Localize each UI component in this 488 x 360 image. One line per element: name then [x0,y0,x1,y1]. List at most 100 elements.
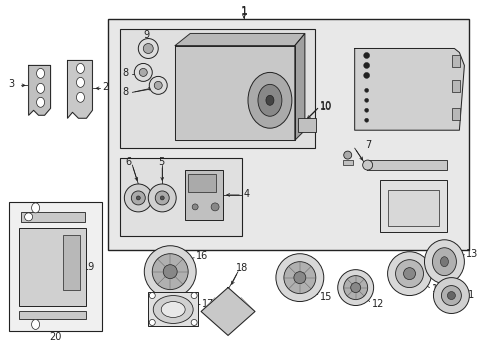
Bar [108,19,468,250]
Ellipse shape [37,97,44,107]
Ellipse shape [143,44,153,54]
Ellipse shape [364,88,368,92]
Bar [451,80,459,92]
Ellipse shape [363,53,369,58]
Bar [342,160,352,165]
Ellipse shape [124,184,152,212]
Ellipse shape [275,254,323,302]
Text: 10: 10 [319,101,331,111]
Text: 1: 1 [240,6,247,17]
Bar [451,108,459,120]
Ellipse shape [136,196,140,200]
Ellipse shape [134,63,152,81]
Text: 8: 8 [122,87,128,97]
Text: 3: 3 [9,79,15,89]
Ellipse shape [163,265,177,279]
Ellipse shape [432,278,468,314]
Ellipse shape [362,160,372,170]
Ellipse shape [153,296,193,323]
Bar [62,235,81,289]
Ellipse shape [32,203,40,213]
Text: 16: 16 [196,251,208,261]
Text: 6: 6 [125,157,131,167]
Ellipse shape [155,191,169,205]
Bar [367,160,447,170]
Ellipse shape [32,319,40,329]
Bar [19,311,86,319]
Text: 17: 17 [202,298,214,309]
Ellipse shape [37,68,44,78]
Ellipse shape [440,257,447,267]
Bar [188,174,216,192]
Ellipse shape [76,92,84,102]
Polygon shape [175,45,294,140]
Text: 20: 20 [49,332,61,342]
Ellipse shape [403,268,415,280]
Bar [9,202,102,332]
Text: 19: 19 [82,262,95,272]
Ellipse shape [350,283,360,293]
Text: 15: 15 [319,292,331,302]
Ellipse shape [191,319,197,325]
Text: 4: 4 [244,189,250,199]
Ellipse shape [192,204,198,210]
Bar [19,228,86,306]
Ellipse shape [363,62,369,68]
Bar [120,28,314,148]
Polygon shape [67,60,92,118]
Ellipse shape [387,252,430,296]
Polygon shape [294,33,304,140]
Ellipse shape [24,213,33,221]
Ellipse shape [154,81,162,89]
Ellipse shape [364,98,368,102]
Text: 14: 14 [430,284,443,293]
Ellipse shape [148,184,176,212]
Bar [148,292,198,327]
Ellipse shape [161,302,185,318]
Ellipse shape [258,84,281,116]
Text: 2: 2 [102,82,108,93]
Ellipse shape [337,270,373,306]
Ellipse shape [152,254,188,289]
Text: 8: 8 [122,68,128,78]
Bar [20,212,85,222]
Text: 12: 12 [371,298,383,309]
Text: 11: 11 [463,289,475,300]
Ellipse shape [149,319,155,325]
Ellipse shape [293,272,305,284]
Ellipse shape [76,77,84,87]
Ellipse shape [76,63,84,73]
Ellipse shape [343,151,351,159]
Text: 5: 5 [158,157,164,167]
Ellipse shape [284,262,315,293]
Ellipse shape [211,203,219,211]
Ellipse shape [247,72,291,128]
Bar [297,118,315,132]
Ellipse shape [160,196,164,200]
Text: 18: 18 [236,263,248,273]
Bar [185,170,223,220]
Bar [387,190,439,226]
Ellipse shape [139,68,147,76]
Ellipse shape [431,248,455,276]
Ellipse shape [395,260,423,288]
Text: 13: 13 [466,249,478,259]
Ellipse shape [149,293,155,298]
Ellipse shape [138,39,158,58]
Text: 7: 7 [365,140,371,150]
Polygon shape [29,66,50,115]
Polygon shape [175,33,304,45]
Polygon shape [201,288,254,336]
Ellipse shape [447,292,454,300]
Ellipse shape [363,72,369,78]
Ellipse shape [364,118,368,122]
Text: 7: 7 [364,163,370,173]
Ellipse shape [364,108,368,112]
Polygon shape [354,49,464,130]
Ellipse shape [441,285,461,306]
Bar [379,180,447,232]
Text: 9: 9 [143,30,149,40]
Bar [120,158,242,236]
Ellipse shape [265,95,273,105]
Ellipse shape [424,240,464,284]
